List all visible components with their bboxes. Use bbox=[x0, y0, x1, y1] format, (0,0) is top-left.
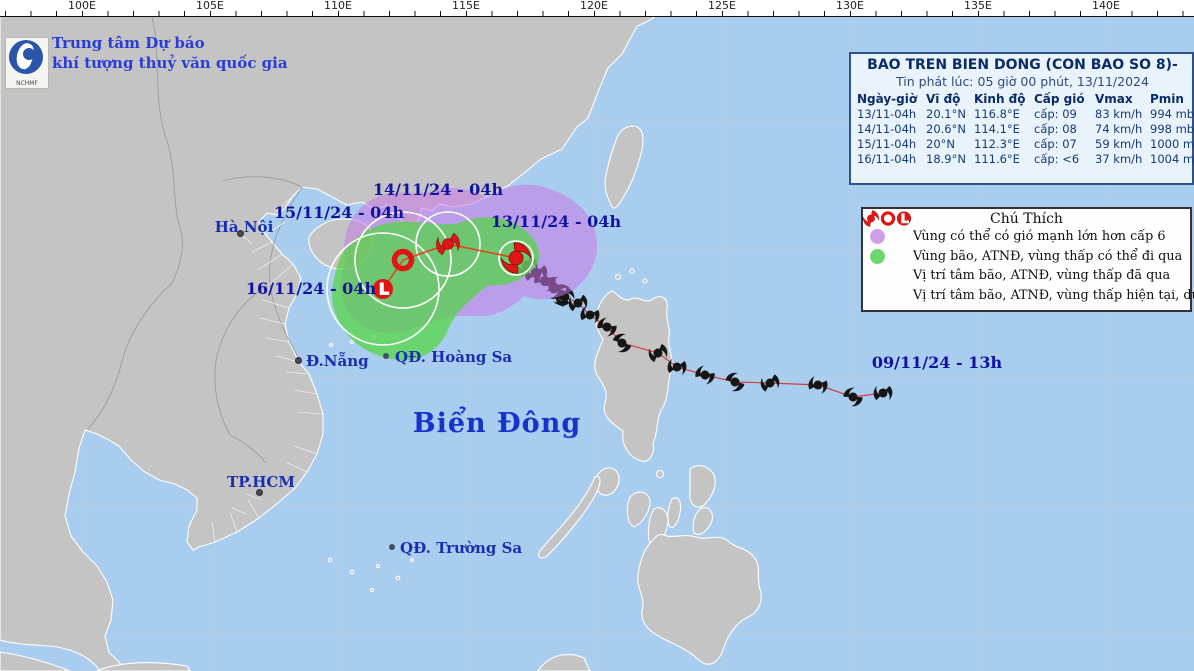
forecast-low-symbol bbox=[373, 279, 393, 299]
cell-vmax: 37 km/h bbox=[1095, 152, 1143, 166]
cell-wind: cấp: 08 bbox=[1034, 122, 1077, 136]
legend-panel: Chú Thích Vùng có thể có gió mạnh lớn hơ… bbox=[861, 207, 1194, 312]
taiwan-island bbox=[604, 125, 644, 209]
cell-lat: 20.6°N bbox=[926, 122, 966, 136]
cell-lat: 20°N bbox=[926, 137, 955, 151]
cell-date: 15/11-04h bbox=[857, 137, 917, 151]
current-position-icons bbox=[863, 210, 911, 227]
col-header: Ngày-giờ bbox=[857, 92, 918, 106]
agency-name-line1: Trung tâm Dự báo bbox=[52, 34, 205, 52]
cell-vmax: 74 km/h bbox=[1095, 122, 1143, 136]
forecast-depression-symbol bbox=[391, 248, 415, 272]
cell-wind: cấp: 07 bbox=[1034, 137, 1077, 151]
city-dot-hanoi bbox=[237, 230, 244, 237]
city-label-danang: Đ.Nẵng bbox=[306, 352, 369, 370]
purple-zone-icon bbox=[870, 229, 885, 245]
island-label-hoangsa: QĐ. Hoàng Sa bbox=[395, 348, 513, 366]
nchmf-logo-emblem bbox=[9, 40, 43, 74]
lon-label: 125E bbox=[708, 0, 736, 12]
city-dot-danang bbox=[295, 357, 302, 364]
luzon-island bbox=[594, 290, 673, 462]
legend-label: Vùng có thể có gió mạnh lớn hơn cấp 6 bbox=[913, 229, 1166, 245]
map-top-border bbox=[0, 16, 1194, 17]
legend-row: Vị trí tâm bão, ATNĐ, vùng thấp đã qua bbox=[863, 210, 1190, 286]
green-zone-icon bbox=[870, 248, 885, 264]
cell-wind: cấp: 09 bbox=[1034, 107, 1077, 121]
cell-date: 13/11-04h bbox=[857, 107, 917, 121]
cell-lon: 111.6°E bbox=[974, 152, 1020, 166]
island-dot-truongsa bbox=[389, 544, 395, 550]
legend-label: Vị trí tâm bão, ATNĐ, vùng thấp hiện tại… bbox=[913, 287, 1194, 303]
track-date-label-14: 14/11/24 - 04h bbox=[372, 180, 504, 199]
cell-date: 16/11-04h bbox=[857, 152, 917, 166]
cell-lon: 116.8°E bbox=[974, 107, 1020, 121]
mindanao-island bbox=[637, 533, 762, 665]
legend-row: Vị trí tâm bão, ATNĐ, vùng thấp hiện tại… bbox=[863, 210, 1194, 306]
lon-label: 120E bbox=[580, 0, 608, 12]
track-date-label-16: 16/11/24 - 04h bbox=[245, 279, 377, 298]
legend-label: Vị trí tâm bão, ATNĐ, vùng thấp đã qua bbox=[913, 268, 1171, 284]
cell-lat: 20.1°N bbox=[926, 107, 966, 121]
island-dot-hoangsa bbox=[383, 353, 389, 359]
forecast-symbols bbox=[373, 228, 535, 299]
city-label-hanoi: Hà Nội bbox=[214, 218, 274, 236]
storm-pass-zone bbox=[332, 217, 540, 361]
cell-lat: 18.9°N bbox=[926, 152, 966, 166]
nchmf-logo: NCHMF bbox=[5, 37, 49, 89]
legend-title: Chú Thích bbox=[990, 211, 1063, 227]
lon-label: 105E bbox=[196, 0, 224, 12]
storm-issued: Tin phát lúc: 05 giờ 00 phút, 13/11/2024 bbox=[896, 74, 1149, 89]
palawan-island bbox=[538, 475, 601, 559]
col-header: Cấp gió bbox=[1034, 92, 1085, 106]
track-date-label-13: 13/11/24 - 04h bbox=[490, 212, 622, 231]
track-date-label-15: 15/11/24 - 04h bbox=[273, 203, 405, 222]
legend-label: Vùng bão, ATNĐ, vùng thấp có thể đi qua bbox=[913, 248, 1183, 264]
uncertainty-circles bbox=[326, 211, 534, 346]
storm-info-panel: BAO TREN BIEN DONG (CON BAO SO 8)- Tin p… bbox=[849, 52, 1194, 185]
storm-table: Ngày-giờ Vĩ độ Kinh độ Cấp gió Vmax Pmin… bbox=[857, 92, 1194, 166]
legend-row: Vùng có thể có gió mạnh lớn hơn cấp 6 bbox=[863, 227, 1190, 247]
sea-name-label: Biển Đông bbox=[412, 408, 582, 439]
lon-label: 100E bbox=[68, 0, 96, 12]
island-label-truongsa: QĐ. Trường Sa bbox=[400, 539, 523, 557]
cell-vmax: 59 km/h bbox=[1095, 137, 1143, 151]
cell-date: 14/11-04h bbox=[857, 122, 917, 136]
cell-lon: 112.3°E bbox=[974, 137, 1020, 151]
cell-pmin: 1004 mb bbox=[1150, 152, 1194, 166]
col-header: Vmax bbox=[1095, 92, 1133, 106]
cell-pmin: 994 mb bbox=[1150, 107, 1194, 121]
lon-label: 110E bbox=[324, 0, 352, 12]
cell-pmin: 998 mb bbox=[1150, 122, 1194, 136]
cell-wind: cấp: <6 bbox=[1034, 152, 1080, 166]
longitude-ticks bbox=[5, 11, 1191, 16]
storm-title: BAO TREN BIEN DONG (CON BAO SO 8)- bbox=[867, 57, 1178, 73]
city-label-tphcm: TP.HCM bbox=[227, 473, 295, 491]
cell-pmin: 1000 mb bbox=[1150, 137, 1194, 151]
lon-label: 130E bbox=[836, 0, 864, 12]
track-date-label-09: 09/11/24 - 13h bbox=[871, 353, 1003, 372]
agency-name: Trung tâm Dự báo khí tượng thuỷ văn quốc… bbox=[52, 33, 288, 73]
landmass-group bbox=[0, 15, 762, 671]
col-header: Vĩ độ bbox=[926, 92, 961, 106]
lon-label: 140E bbox=[1092, 0, 1120, 12]
cell-vmax: 83 km/h bbox=[1095, 107, 1143, 121]
country-borders bbox=[87, 16, 303, 464]
nchmf-logo-text: NCHMF bbox=[16, 80, 38, 87]
lon-label: 115E bbox=[452, 0, 480, 12]
legend-row: Vùng bão, ATNĐ, vùng thấp có thể đi qua bbox=[863, 247, 1190, 267]
col-header: Kinh độ bbox=[974, 92, 1026, 106]
forecast-track-line bbox=[382, 243, 517, 290]
province-borders bbox=[211, 196, 324, 543]
agency-name-line2: khí tượng thuỷ văn quốc gia bbox=[52, 54, 288, 72]
lon-label: 135E bbox=[964, 0, 992, 12]
cell-lon: 114.1°E bbox=[974, 122, 1020, 136]
city-dot-tphcm bbox=[256, 489, 263, 496]
col-header: Pmin bbox=[1150, 92, 1184, 106]
